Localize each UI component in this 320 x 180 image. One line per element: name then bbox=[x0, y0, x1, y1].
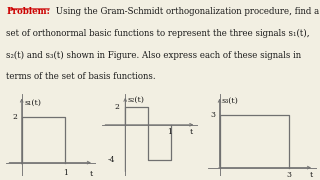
Text: t: t bbox=[190, 128, 193, 136]
Text: s₂(t) and s₃(t) shown in Figure. Also express each of these signals in: s₂(t) and s₃(t) shown in Figure. Also ex… bbox=[6, 50, 301, 60]
Text: Using the Gram-Schmidt orthogonalization procedure, find a: Using the Gram-Schmidt orthogonalization… bbox=[53, 7, 319, 16]
Text: 1: 1 bbox=[63, 169, 68, 177]
Text: t: t bbox=[310, 172, 313, 179]
Text: 2: 2 bbox=[115, 103, 120, 111]
Text: set of orthonormal basic functions to represent the three signals s₁(t),: set of orthonormal basic functions to re… bbox=[6, 29, 310, 38]
Text: 3: 3 bbox=[286, 172, 292, 179]
Text: s₃(t): s₃(t) bbox=[221, 96, 238, 105]
Text: t: t bbox=[90, 170, 93, 177]
Text: 2: 2 bbox=[12, 113, 17, 121]
Text: s₂(t): s₂(t) bbox=[128, 96, 145, 104]
Text: terms of the set of basis functions.: terms of the set of basis functions. bbox=[6, 72, 156, 81]
Text: s₁(t): s₁(t) bbox=[25, 98, 42, 106]
Text: 1: 1 bbox=[168, 128, 172, 136]
Text: 3: 3 bbox=[211, 111, 215, 119]
Text: -4: -4 bbox=[108, 156, 115, 164]
Text: Problem:: Problem: bbox=[6, 7, 50, 16]
